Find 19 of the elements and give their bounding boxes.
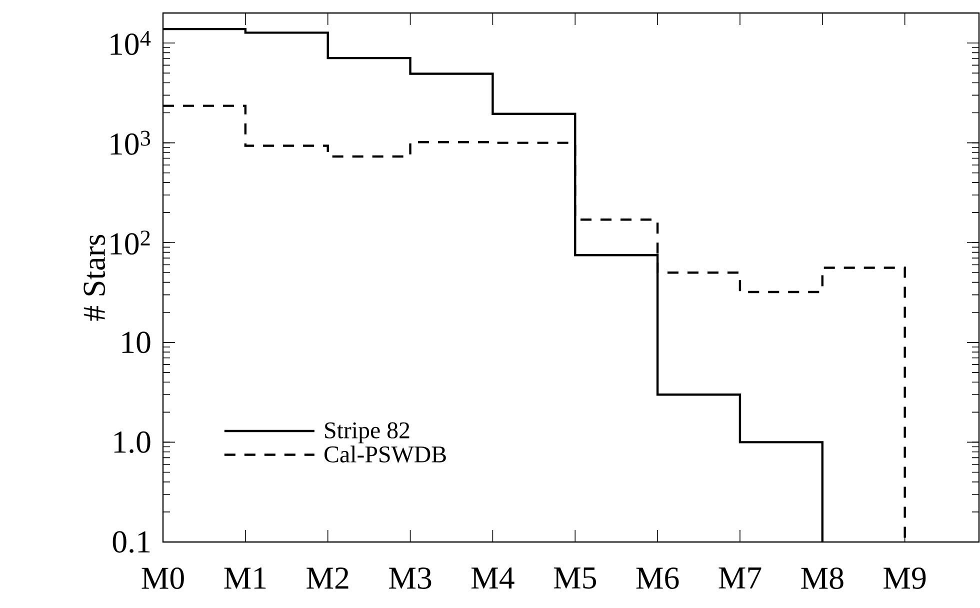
y-tick-label: 1.0 <box>114 431 150 454</box>
y-tick-label: 10$^{4}$ <box>110 31 151 56</box>
x-tick-label: M1 <box>224 568 266 589</box>
x-tick-label: M0 <box>142 568 184 590</box>
x-tick-label: M3 <box>389 568 432 589</box>
x-tick-label: M6 <box>636 568 679 589</box>
x-tick-label: M5 <box>554 568 596 589</box>
x-tick-label: M8 <box>801 568 844 590</box>
x-tick-label: M7 <box>718 568 762 588</box>
x-tick-label: M9 <box>884 568 926 589</box>
legend-label: Stripe 82 <box>325 422 410 444</box>
y-tick-label: 10 <box>122 332 150 354</box>
x-tick-label: M4 <box>471 568 514 589</box>
y-tick-label: 10$^{2}$ <box>110 230 150 255</box>
y-tick-label: 10$^{3}$ <box>110 130 150 155</box>
legend-label: Cal-PSWDB <box>324 446 446 463</box>
y-axis-title: # Stars <box>84 234 106 321</box>
x-tick-label: M2 <box>306 568 348 589</box>
y-tick-label: 0.1 <box>112 531 150 553</box>
